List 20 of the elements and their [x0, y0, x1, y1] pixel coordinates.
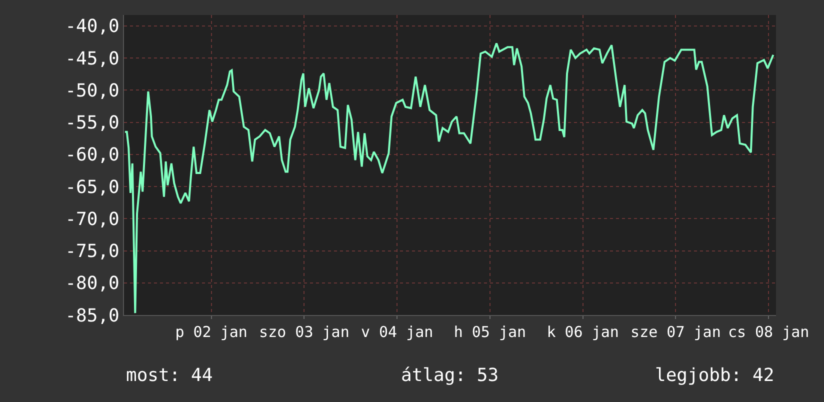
- y-tick-label: -55,0: [65, 112, 120, 134]
- y-tick-label: -85,0: [65, 305, 120, 326]
- text: most: 44: [126, 365, 213, 386]
- y-tick-label: -65,0: [65, 176, 120, 198]
- x-tick-label: v 04 jan: [360, 323, 434, 341]
- text: legjobb: 42: [655, 365, 774, 386]
- x-tick-label: cs 08 jan: [728, 323, 810, 341]
- y-tick-label: -80,0: [65, 273, 120, 294]
- x-tick-label: p 02 jan: [175, 323, 248, 341]
- y-tick-label: -45,0: [65, 48, 120, 70]
- y-tick-label: -50,0: [65, 80, 120, 102]
- y-tick-label: -40,0: [65, 16, 120, 38]
- text: átlag: 53: [401, 365, 499, 386]
- y-tick-label: -70,0: [65, 208, 120, 230]
- y-tick-label: -60,0: [65, 144, 120, 166]
- y-tick-label: -75,0: [65, 241, 120, 262]
- x-tick-label: szo 03 jan: [259, 323, 350, 341]
- x-tick-label: k 06 jan: [546, 323, 619, 341]
- x-tick-label: sze 07 jan: [630, 323, 721, 341]
- x-tick-label: h 05 jan: [454, 323, 526, 341]
